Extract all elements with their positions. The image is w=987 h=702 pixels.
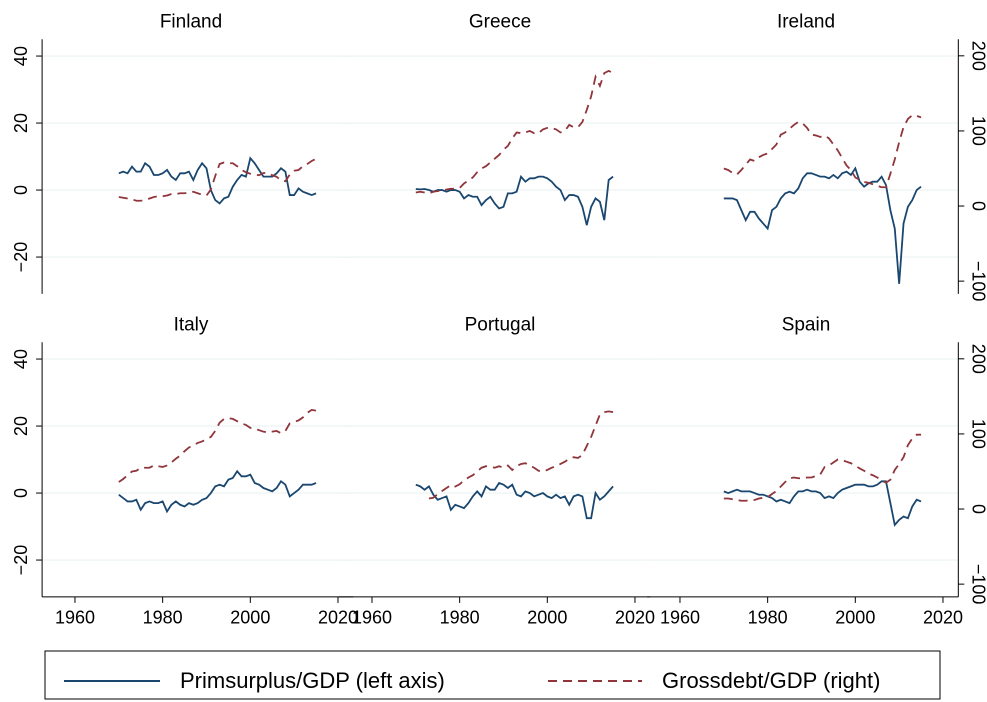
panel-title: Greece [469,11,531,32]
legend-label: Primsurplus/GDP (left axis) [180,668,445,693]
data-line [415,69,614,195]
x-tick-label: 2000 [835,608,875,628]
panel-title: Italy [174,314,209,335]
y-tick-label: 20 [11,416,31,436]
y2-tick-label: 100 [969,419,987,449]
y2-tick-label: −100 [969,261,987,302]
y2-tick-label: −100 [969,564,987,605]
y-tick-label: 40 [11,46,31,66]
data-line [118,156,317,205]
y-tick-label: 0 [11,488,31,498]
panel-title: Ireland [777,11,835,32]
legend-box [44,650,941,700]
y-tick-label: 0 [11,185,31,195]
data-line [723,480,922,527]
x-tick-label: 2020 [923,608,963,628]
x-tick-label: 1960 [660,608,700,628]
x-tick-label: 2020 [615,608,655,628]
y2-tick-label: 0 [969,201,987,211]
y2-tick-label: 200 [969,41,987,71]
x-tick-label: 2020 [318,608,358,628]
data-line [118,469,317,514]
panel-title: Spain [782,314,831,335]
y-tick-label: −20 [11,545,31,576]
x-tick-label: 1980 [440,608,480,628]
y2-tick-label: 100 [969,116,987,146]
x-tick-label: 1960 [55,608,95,628]
panel-title: Portugal [465,314,536,335]
x-tick-label: 1980 [143,608,183,628]
x-tick-label: 1960 [352,608,392,628]
data-line [118,157,317,202]
data-line [415,174,614,226]
y-tick-label: −20 [11,242,31,273]
panel-title: Finland [160,11,222,32]
data-line [723,433,922,502]
x-tick-label: 1980 [748,608,788,628]
x-tick-label: 2000 [230,608,270,628]
y-tick-label: 20 [11,113,31,133]
x-tick-label: 2000 [527,608,567,628]
y2-tick-label: 0 [969,504,987,514]
y2-tick-label: 200 [969,344,987,374]
data-line [428,410,614,500]
data-line [415,481,614,520]
legend-label: Grossdebt/GDP (right) [662,668,880,693]
data-line [118,408,317,483]
data-line [723,166,922,284]
y-tick-label: 40 [11,349,31,369]
